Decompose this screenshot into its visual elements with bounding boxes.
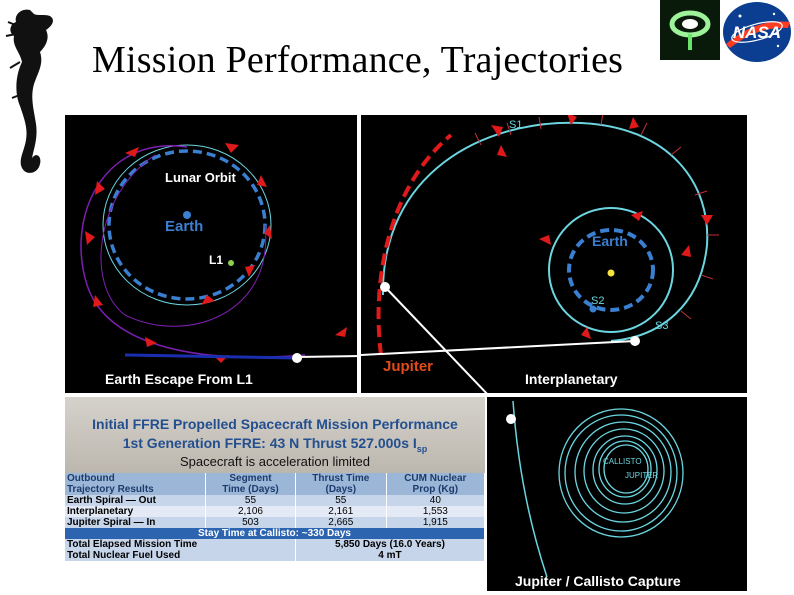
jupiter-label: Jupiter (383, 358, 434, 375)
col-thrust: Thrust Time (Days) (295, 473, 387, 495)
table-row: Earth Spiral — Out 55 55 40 (65, 495, 486, 506)
stay-time-row: Stay Time at Callisto: ~330 Days (65, 528, 485, 539)
capture-diagram (506, 400, 684, 578)
performance-data-table: Outbound Trajectory Results Segment Time (… (65, 473, 486, 561)
col-segment: Segment Time (Days) (205, 473, 296, 495)
s3-label: S3 (655, 320, 669, 332)
interplanetary-panel: S1 Earth S2 S3 Interplanetary (361, 115, 747, 393)
table-row: Jupiter Spiral — In 503 2,665 1,915 (65, 517, 486, 528)
interplanetary-caption: Interplanetary (525, 371, 618, 387)
total-row: Total Elapsed Mission Time 5,850 Days (1… (65, 539, 486, 550)
ring-logo (660, 0, 720, 60)
col-prop: CUM Nuclear Prop (Kg) (386, 473, 486, 495)
interplanetary-diagram (361, 115, 719, 356)
page-title: Mission Performance, Trajectories (92, 39, 624, 81)
col-outbound: Outbound Trajectory Results (65, 473, 206, 495)
capture-jupiter-label: JUPITER (625, 471, 659, 480)
earth-label: Earth (165, 218, 204, 235)
l1-label: L1 (209, 253, 224, 267)
heading-line2-sub: sp (416, 443, 428, 454)
table-heading-line2: 1st Generation FFRE: 43 N Thrust 527.000… (65, 435, 485, 454)
nasa-wordmark: NASA (733, 23, 781, 42)
earth-escape-caption: Earth Escape From L1 (105, 371, 253, 387)
table-heading-line1: Initial FFRE Propelled Spacecraft Missio… (92, 416, 458, 432)
heading-line2-text: 1st Generation FFRE: 43 N Thrust 527.000… (122, 435, 417, 451)
table-heading-line3: Spacecraft is acceleration limited (179, 454, 371, 469)
earth-escape-diagram (80, 143, 347, 363)
performance-table: Initial FFRE Propelled Spacecraft Missio… (65, 397, 486, 591)
table-header-row: Outbound Trajectory Results Segment Time (… (65, 473, 486, 495)
s2-label: S2 (591, 295, 605, 307)
s1-label: S1 (509, 119, 523, 131)
callisto-label: CALLISTO (603, 457, 642, 466)
total-row: Total Nuclear Fuel Used 4 mT (65, 550, 486, 561)
capture-panel: CALLISTO JUPITER Jupiter / Callisto Capt… (487, 397, 747, 591)
capture-caption: Jupiter / Callisto Capture (515, 573, 681, 589)
performance-table-heading: Initial FFRE Propelled Spacecraft Missio… (65, 397, 485, 473)
ring-icon (669, 10, 711, 50)
interplanetary-earth-label: Earth (592, 233, 628, 249)
table-row: Interplanetary 2,106 2,161 1,553 (65, 506, 486, 517)
lunar-orbit-label: Lunar Orbit (165, 170, 236, 185)
earth-escape-panel: Lunar Orbit Earth L1 Earth Escape From L… (65, 115, 357, 393)
nasa-logo: NASA (723, 2, 791, 62)
seahorse-logo (5, 9, 53, 173)
